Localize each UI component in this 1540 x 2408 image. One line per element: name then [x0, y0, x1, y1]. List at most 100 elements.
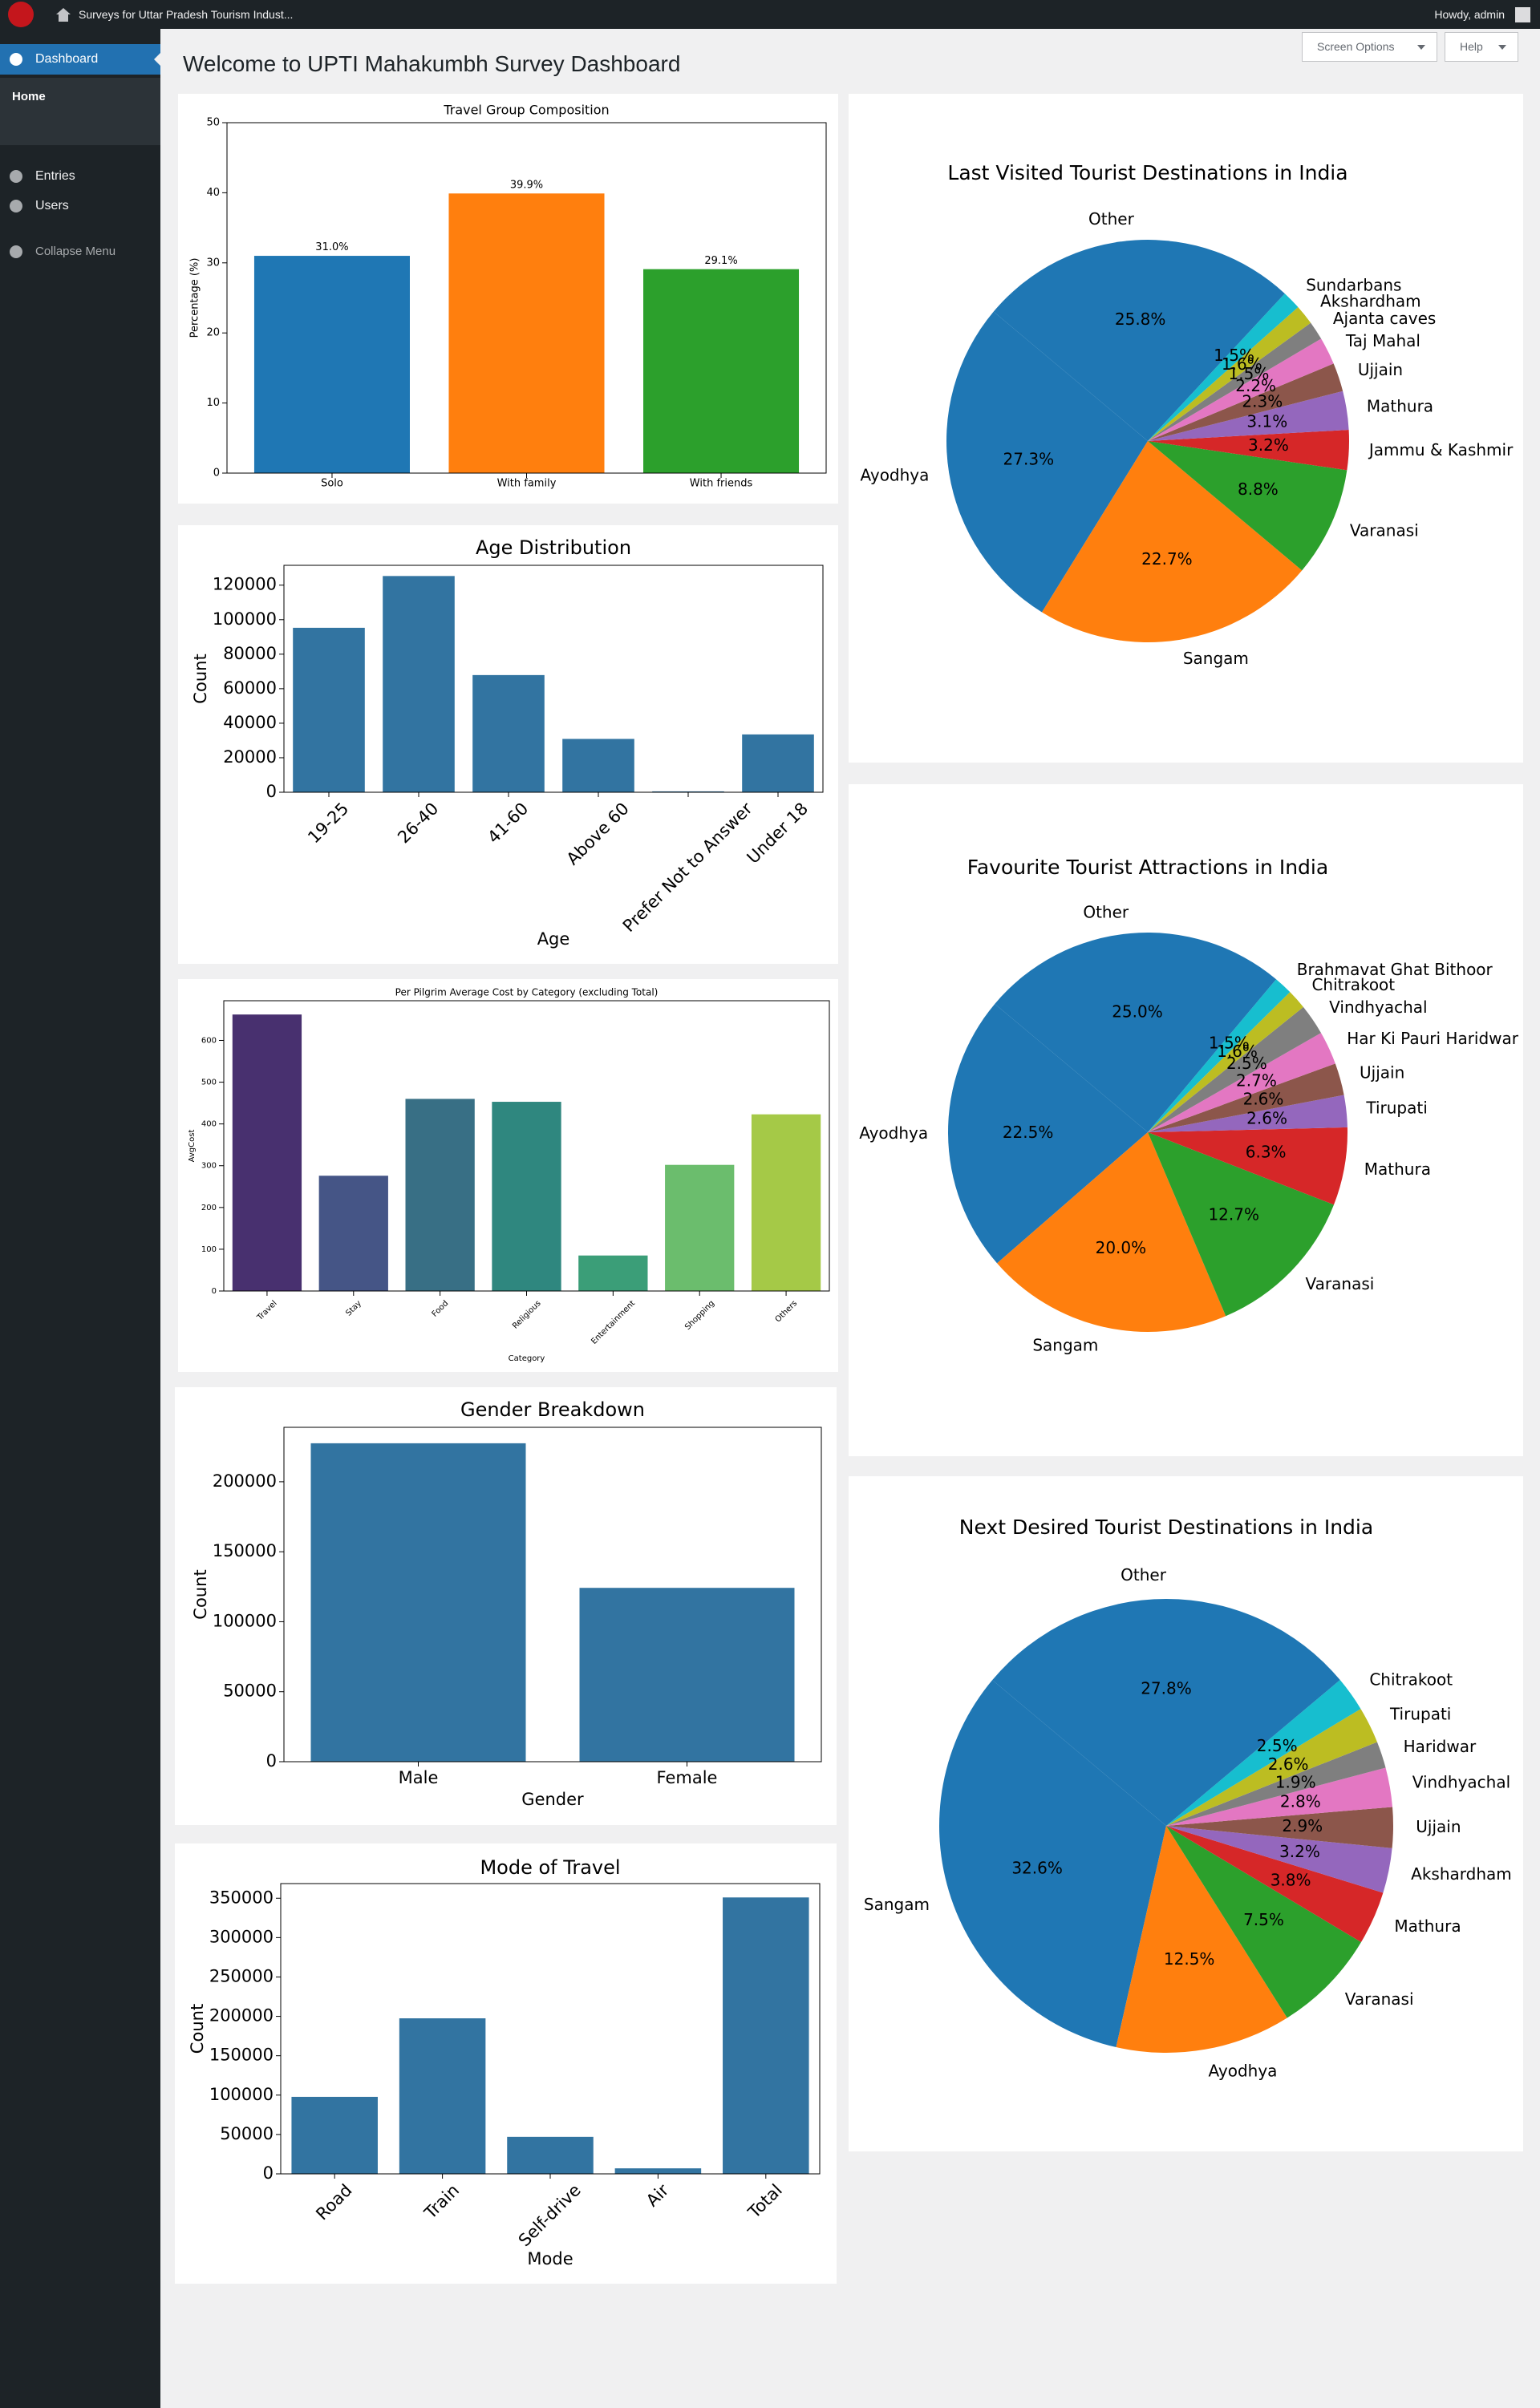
menu-label[interactable]: Dashboard	[35, 52, 99, 66]
menu-item[interactable]: Dashboard	[0, 44, 160, 75]
help-button[interactable]: Help	[1445, 32, 1518, 62]
y-tick-label: 150000	[213, 1541, 277, 1560]
y-tick-label: 30	[206, 257, 220, 269]
slice-label: Sangam	[1183, 649, 1249, 668]
slice-percent: 12.5%	[1164, 1949, 1215, 1969]
bar	[492, 1102, 561, 1291]
y-tick-label: 80000	[223, 644, 277, 663]
chart: Last Visited Tourist Destinations in Ind…	[861, 161, 1514, 668]
x-tick-label: Prefer Not to Answer	[619, 799, 756, 936]
y-tick-label: 500	[201, 1079, 217, 1087]
menu-item[interactable]: Users	[0, 191, 160, 221]
chart-panel: Mode of Travel 0 50000 100000 150000 200000 25…	[175, 1843, 837, 2284]
y-tick-label: 60000	[223, 678, 277, 698]
y-tick-label: 200000	[209, 2006, 274, 2026]
slice-label: Ajanta caves	[1333, 309, 1436, 328]
x-tick-label: Self-drive	[515, 2180, 585, 2250]
y-tick-label: 600	[201, 1036, 217, 1045]
chart-title: Travel Group Composition	[443, 103, 609, 118]
pie-slice	[1148, 441, 1348, 571]
bar	[643, 269, 800, 473]
x-tick-label: Road	[312, 2180, 355, 2224]
bar	[383, 576, 455, 792]
y-tick-label: 100000	[209, 2085, 274, 2104]
pie-slice	[1166, 1742, 1386, 1826]
pie-slice	[993, 239, 1285, 441]
slice-percent: 1.5%	[1209, 1034, 1250, 1053]
x-tick-label: Air	[642, 2180, 673, 2211]
y-tick-label: 350000	[209, 1888, 274, 1907]
chart-title: Age Distribution	[476, 536, 631, 559]
pie-slice	[1148, 322, 1322, 441]
chart-panel: Gender Breakdown 0 50000 100000 150000 200000…	[175, 1387, 837, 1825]
slice-label: Sangam	[864, 1895, 930, 1914]
bar	[291, 2096, 378, 2174]
site-title[interactable]: Surveys for Uttar Pradesh Tourism Indust…	[79, 8, 294, 21]
home-icon[interactable]	[56, 8, 71, 14]
menu-label[interactable]: Collapse Menu	[35, 245, 116, 258]
slice-percent: 2.2%	[1235, 376, 1276, 395]
pie-slice	[1148, 1127, 1348, 1205]
y-tick-label: 100000	[213, 609, 277, 629]
pie-slice	[948, 1003, 1148, 1264]
x-tick-label: Food	[431, 1299, 451, 1319]
menu-label[interactable]: Entries	[35, 169, 75, 183]
slice-label: Ayodhya	[861, 465, 930, 484]
slice-label: Sangam	[1032, 1335, 1098, 1354]
slice-label: Other	[1083, 903, 1129, 922]
slice-percent: 25.8%	[1115, 310, 1166, 329]
greeting[interactable]: Howdy, admin	[1434, 8, 1505, 21]
pie-slice	[995, 933, 1277, 1132]
slice-percent: 25.0%	[1112, 1002, 1163, 1022]
x-tick-label: Travel	[255, 1299, 279, 1323]
chart-panel: Next Desired Tourist Destinations in Ind…	[849, 1476, 1523, 2151]
y-tick-label: 200000	[213, 1471, 277, 1491]
chart: Next Desired Tourist Destinations in Ind…	[864, 1516, 1512, 2080]
sidebar: Dashboard Home Entries Users Collapse Me…	[0, 29, 160, 2408]
y-tick-label: 120000	[213, 575, 277, 594]
slice-percent: 1.6%	[1222, 354, 1262, 374]
y-tick-label: 400	[201, 1120, 217, 1129]
slice-percent: 32.6%	[1011, 1859, 1063, 1878]
pie-slice	[939, 1680, 1166, 2048]
screen-options-button[interactable]: Screen Options	[1302, 32, 1437, 62]
chart-title: Per Pilgrim Average Cost by Category (ex…	[395, 987, 659, 998]
y-tick-label: 50000	[223, 1682, 277, 1701]
x-tick-label: Female	[657, 1768, 718, 1787]
pie-slice	[1148, 979, 1291, 1132]
site-logo[interactable]	[8, 2, 34, 27]
submenu-label[interactable]: Home	[12, 90, 46, 103]
slice-label: Jammu & Kashmir	[1368, 440, 1514, 459]
avatar[interactable]	[1515, 7, 1530, 22]
slice-label: Haridwar	[1404, 1737, 1477, 1756]
menu-label[interactable]: Users	[35, 199, 69, 212]
bar	[751, 1114, 821, 1291]
bar	[614, 2168, 702, 2174]
slice-label: Tirupati	[1365, 1098, 1427, 1117]
menu-item[interactable]: Entries	[0, 161, 160, 192]
slice-label: Tirupati	[1389, 1704, 1451, 1723]
y-tick-label: 50000	[220, 2124, 274, 2143]
slice-percent: 3.2%	[1248, 435, 1289, 455]
bar	[507, 2136, 594, 2174]
chart: Travel Group Composition 0 10 20 30 40 50 31.0%…	[189, 103, 827, 490]
slice-label: Varanasi	[1350, 521, 1419, 540]
y-tick-label: 200	[201, 1204, 217, 1212]
pie-slice	[1166, 1709, 1377, 1826]
slice-percent: 3.8%	[1270, 1871, 1311, 1890]
menu-item[interactable]: Collapse Menu	[0, 237, 160, 267]
menu-icon	[10, 245, 22, 258]
slice-percent: 2.5%	[1257, 1736, 1298, 1755]
home-icon[interactable]	[59, 14, 68, 22]
submenu: Home	[0, 78, 160, 145]
chart: Gender Breakdown 0 50000 100000 150000 200000…	[191, 1398, 822, 1809]
chart-panel: Age Distribution 0 20000 40000 60000 80000 100…	[178, 525, 838, 964]
slice-percent: 27.3%	[1003, 449, 1055, 468]
pie-slice	[1166, 1680, 1361, 1826]
y-tick-label: 40000	[223, 713, 277, 732]
slice-percent: 6.3%	[1246, 1142, 1287, 1161]
slice-label: Mathura	[1394, 1916, 1461, 1936]
pie-slice	[1148, 306, 1311, 441]
pie-slice	[1042, 441, 1303, 643]
